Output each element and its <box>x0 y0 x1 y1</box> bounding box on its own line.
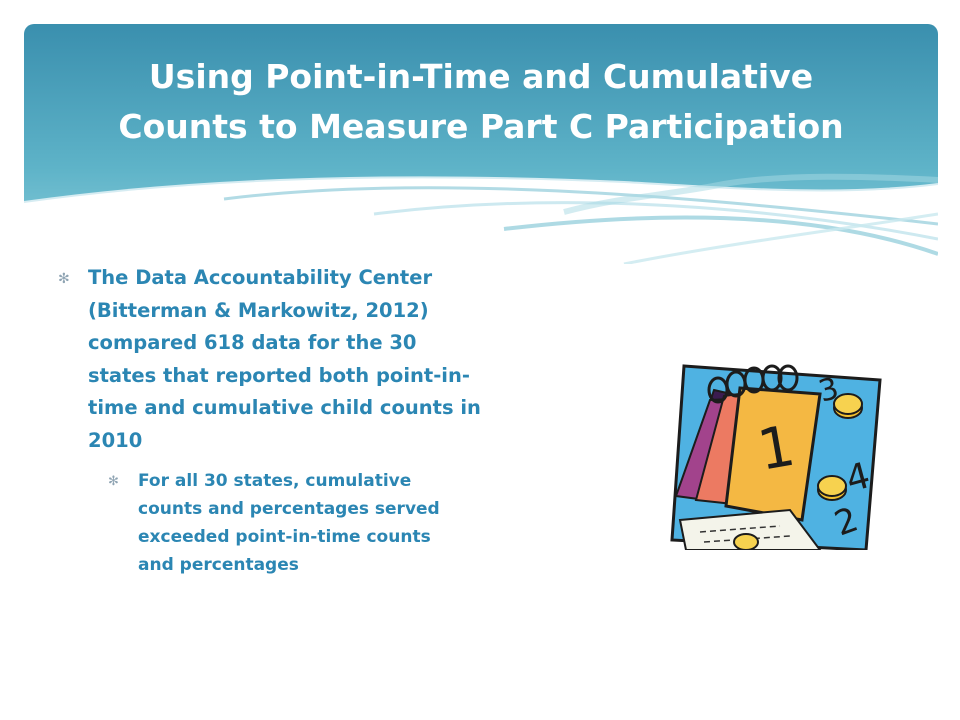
slide-body: ✻ The Data Accountability Center (Bitter… <box>58 262 560 579</box>
bullet-text-line: time and cumulative child counts in <box>88 396 481 419</box>
sub-bullet-text-line: and percentages <box>138 555 299 575</box>
title-banner: Using Point-in-Time and Cumulative Count… <box>24 24 938 264</box>
sub-bullet-marker-icon: ✻ <box>108 474 119 489</box>
banner-background <box>24 24 938 264</box>
title-line: Counts to Measure Part C Participation <box>118 107 844 146</box>
bullet-item: ✻ The Data Accountability Center (Bitter… <box>58 262 560 457</box>
sub-bullet-text-line: For all 30 states, cumulative <box>138 471 412 491</box>
bullet-text-line: The Data Accountability Center <box>88 266 433 289</box>
sub-bullet-text-line: counts and percentages served <box>138 499 440 519</box>
bullet-text-line: states that reported both point-in- <box>88 363 470 387</box>
bullet-marker-icon: ✻ <box>58 271 70 287</box>
calendar-icon: 1 3 4 2 <box>670 364 882 550</box>
bullet-text-line: (Bitterman & Markowitz, 2012) <box>88 298 429 322</box>
bullet-text-line: compared 618 data for the 30 <box>88 331 417 354</box>
slide-title: Using Point-in-Time and Cumulative Count… <box>24 52 938 152</box>
sub-bullet-item: ✻ For all 30 states, cumulative counts a… <box>108 467 560 579</box>
sub-bullet-text-line: exceeded point-in-time counts <box>138 527 431 547</box>
bullet-text-line: 2010 <box>88 428 143 452</box>
title-line: Using Point-in-Time and Cumulative <box>148 57 814 96</box>
